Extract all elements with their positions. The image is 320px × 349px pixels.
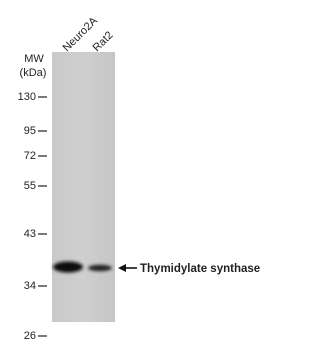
western-blot: MW (kDa) Thymidylate synthase 130 95 72 55 4… [0, 0, 276, 349]
marker-label: 34 [24, 280, 36, 292]
mw-unit: (kDa) [20, 67, 47, 79]
marker-label: 43 [24, 228, 36, 240]
marker-label: 55 [24, 180, 36, 192]
marker-label: 26 [24, 330, 36, 342]
band-label: Thymidylate synthase [140, 263, 260, 275]
page: MW (kDa) Thymidylate synthase 130 95 72 55 4… [0, 0, 276, 349]
marker-label: 72 [24, 150, 36, 162]
marker-label: 95 [24, 125, 36, 137]
arrow [118, 264, 137, 272]
band-lane-1 [53, 262, 83, 273]
membrane [52, 52, 115, 322]
lane-label: Rat2 [91, 29, 116, 54]
marker-label: 130 [18, 91, 36, 103]
band-lane-2 [88, 265, 112, 271]
mw-label: MW [24, 53, 44, 65]
